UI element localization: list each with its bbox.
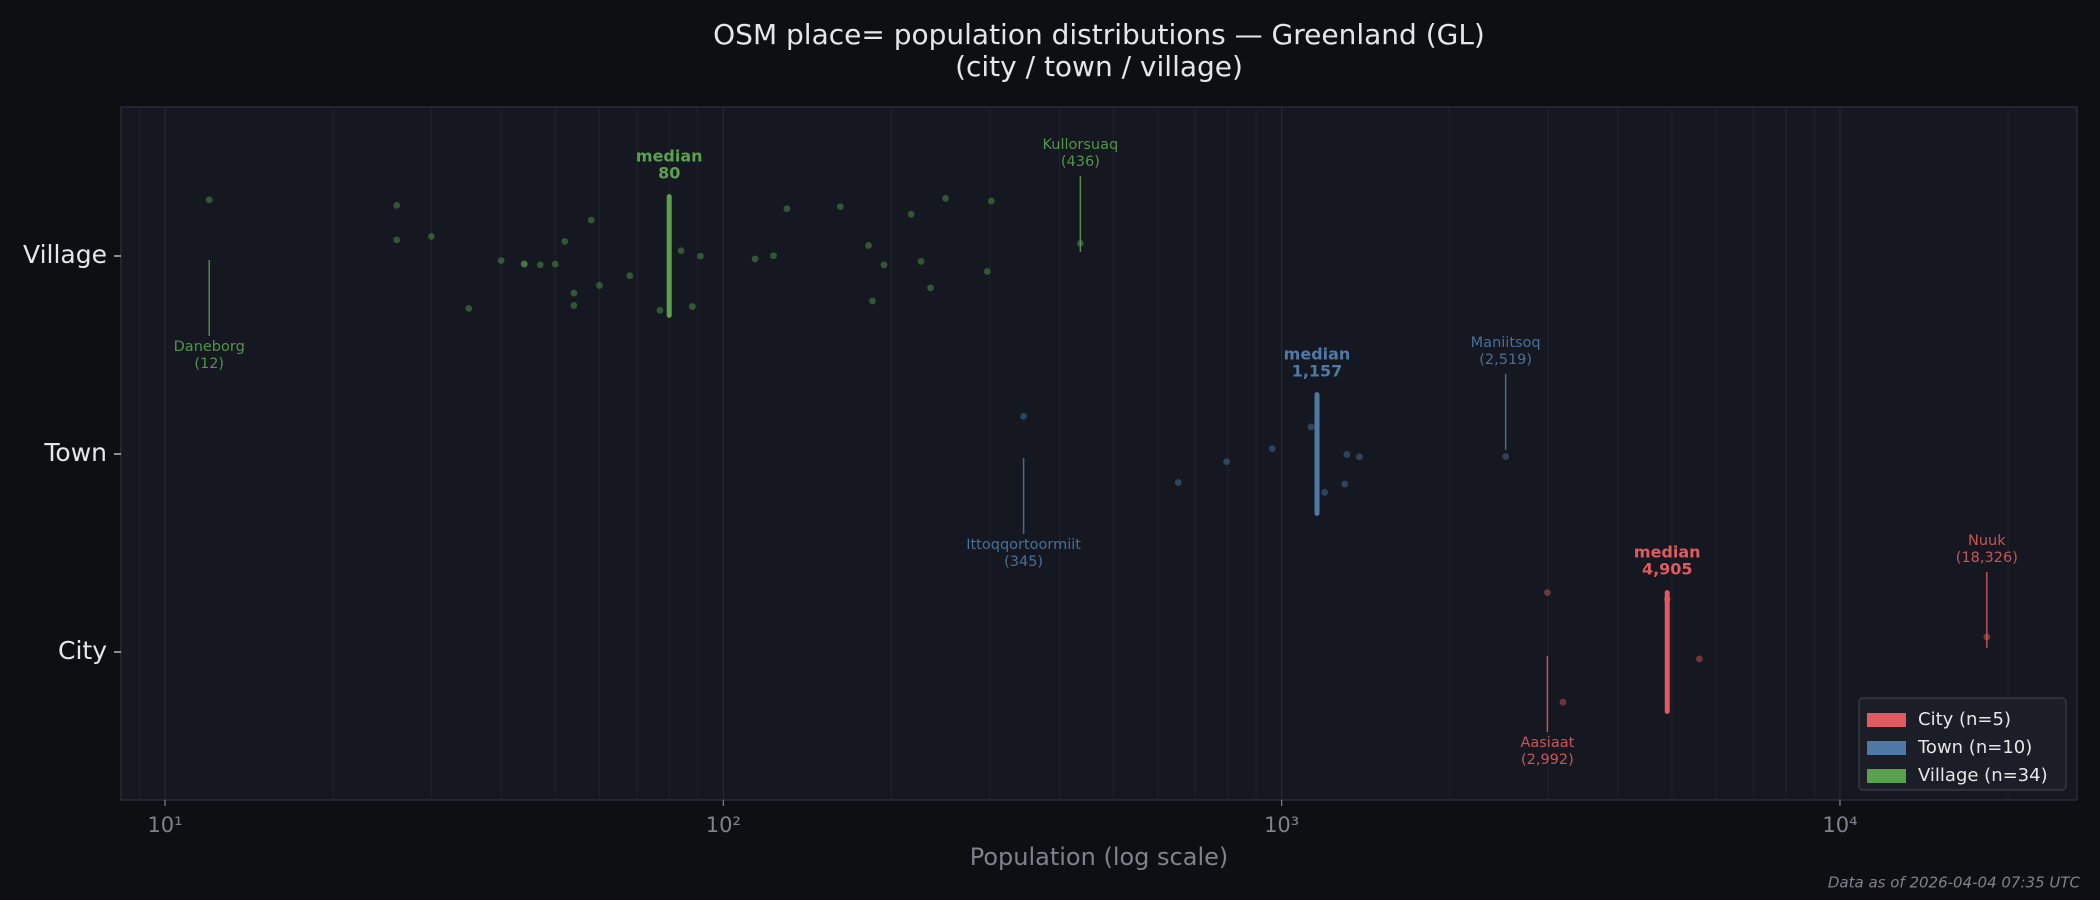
data-point [865,242,872,249]
data-point [880,261,888,269]
legend-label: Town (n=10) [1917,737,2032,758]
legend-swatch [1867,713,1906,727]
median-value-label: 80 [658,164,680,183]
data-point [987,197,995,205]
grid: 10¹ 10² 10³ 10⁴ City Town Village [23,107,2009,837]
x-tick-label: 10⁴ [1822,813,1857,837]
data-point [205,196,213,204]
data-point [869,297,876,305]
data-point [626,272,634,280]
annotation-value-label: (12) [194,356,224,372]
data-point [1268,445,1276,453]
data-point [497,257,505,264]
data-point [1543,589,1551,596]
annotation-value-label: (2,992) [1521,752,1574,768]
data-point [520,260,528,268]
data-point [1355,453,1363,461]
data-point [1223,458,1231,466]
annotation-label: Ittoqqortoormiit [966,537,1081,553]
median-value-label: 1,157 [1292,362,1343,381]
x-tick-label: 10³ [1264,813,1299,837]
y-tick-label: Town [43,438,107,467]
data-point [697,252,704,260]
annotation-label: Kullorsuaq [1043,137,1119,153]
data-point [1343,451,1351,458]
data-point [596,282,603,289]
data-point [677,247,685,255]
data-point [393,236,401,244]
data-point [942,194,949,202]
annotation-value-label: (18,326) [1956,550,2018,566]
data-point [907,210,915,218]
data-point [770,252,777,260]
chart-title: OSM place= population distributions — Gr… [713,18,1485,51]
legend-label: Village (n=34) [1918,765,2048,786]
data-point [983,268,991,275]
median-label: median [1284,345,1351,364]
data-point [570,302,578,309]
data-point [536,261,544,269]
legend: City (n=5) Town (n=10) Village (n=34) [1858,697,2067,791]
data-point [751,255,759,263]
annotation-value-label: (2,519) [1479,352,1532,368]
median-label: median [636,147,703,166]
data-point [1559,698,1567,706]
legend-box [1858,697,2067,791]
annotation-label: Nuuk [1968,533,2006,549]
y-tick-label: Village [23,240,107,269]
data-point [1695,655,1703,663]
footer: Data as of 2026-04-04 07:35 UTC [1828,874,2081,892]
data-point [570,289,578,297]
annotation-value-label: (345) [1004,554,1043,570]
plot-area [120,106,2078,801]
data-point [561,238,569,245]
data-point [1502,453,1510,460]
data-point [836,203,844,211]
legend-swatch [1867,769,1906,783]
annotation-label: Maniitsoq [1471,335,1541,351]
annotation-value-label: (436) [1061,154,1100,170]
y-tick-label: City [58,636,107,665]
data-point [656,306,664,314]
data-point [551,260,559,268]
median-value-label: 4,905 [1642,560,1693,579]
data-point [427,233,435,240]
x-axis-label: Population (log scale) [970,843,1229,871]
data-point [917,257,925,265]
data-point [587,216,595,224]
annotation-label: Aasiaat [1520,735,1574,751]
legend-swatch [1867,741,1906,755]
data-point [1307,423,1315,431]
data-point [688,303,696,310]
data-point [393,201,401,209]
data-point [1321,489,1329,496]
data-point [465,304,473,312]
legend-label: City (n=5) [1918,709,2011,730]
annotation-label: Daneborg [174,339,245,355]
x-tick-label: 10² [706,813,741,837]
data-point [783,205,791,213]
data-point [520,260,528,268]
median-label: median [1634,543,1701,562]
chart-subtitle: (city / town / village) [955,50,1243,83]
x-tick-label: 10¹ [147,813,182,837]
data-point [927,284,934,292]
marks: median4,905Aasiaat(2,992)Nuuk(18,326)med… [174,137,2018,768]
data-point [1174,479,1182,486]
data-point [1020,412,1028,420]
data-point [1341,480,1349,488]
